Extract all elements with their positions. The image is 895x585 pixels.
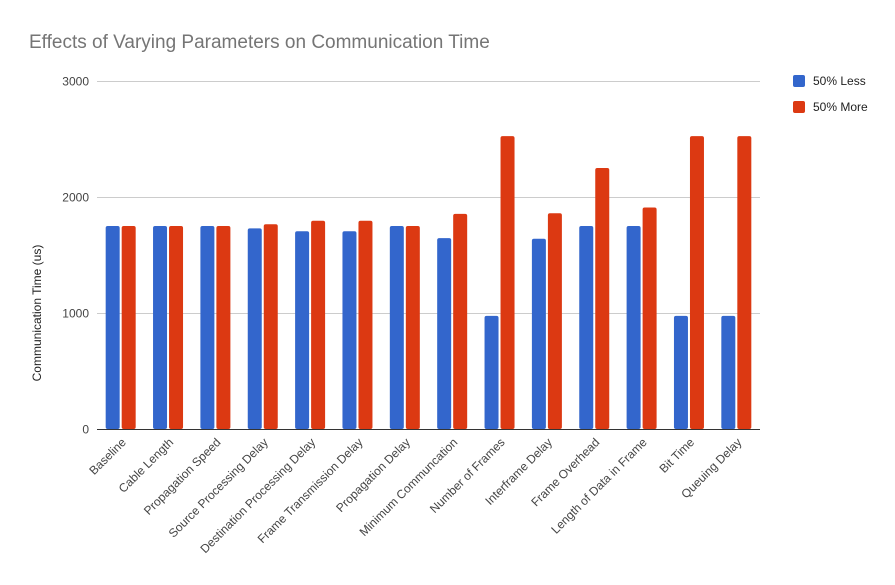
bar-more [216, 226, 231, 429]
bar-less [531, 238, 546, 429]
bar-more [405, 226, 420, 429]
bar-more [547, 213, 562, 429]
bar-more [642, 207, 657, 429]
bar-more [121, 226, 136, 429]
bar-less [295, 231, 310, 429]
bar-less [153, 226, 168, 429]
y-tick-label: 0 [82, 423, 89, 437]
bars [105, 136, 752, 429]
y-tick-label: 2000 [62, 191, 89, 205]
bar-less [579, 226, 594, 429]
legend-label: 50% More [813, 100, 868, 114]
gridlines [97, 81, 760, 314]
legend-label: 50% Less [813, 74, 866, 88]
x-tick-label: Bit Time [657, 435, 698, 476]
legend-swatch [793, 101, 805, 113]
bar-more [500, 136, 515, 429]
legend: 50% Less 50% More [793, 74, 868, 114]
bar-more [263, 224, 278, 429]
bar-less [247, 228, 262, 429]
bar-less [484, 315, 499, 429]
bar-less [105, 226, 120, 429]
bar-more [689, 136, 704, 429]
bar-less [200, 226, 215, 429]
bar-more [453, 213, 468, 429]
bar-less [437, 238, 452, 429]
bar-more [169, 226, 184, 429]
y-tick-label: 1000 [62, 307, 89, 321]
x-tick-label: Baseline [86, 435, 129, 478]
y-axis-title: Communication Time (us) [30, 245, 44, 382]
y-axis-ticks: 0 1000 2000 3000 [62, 75, 89, 437]
bar-less [673, 315, 688, 429]
bar-less [626, 226, 641, 429]
bar-more [595, 168, 610, 429]
x-tick-label: Length of Data in Frame [548, 435, 650, 537]
bar-less [721, 315, 736, 429]
bar-less [342, 231, 357, 429]
bar-more [737, 136, 752, 429]
bar-more [311, 220, 326, 429]
bar-less [389, 226, 404, 429]
chart-title: Effects of Varying Parameters on Communi… [29, 32, 490, 53]
y-tick-label: 3000 [62, 75, 89, 89]
bar-more [358, 220, 373, 429]
legend-swatch [793, 75, 805, 87]
